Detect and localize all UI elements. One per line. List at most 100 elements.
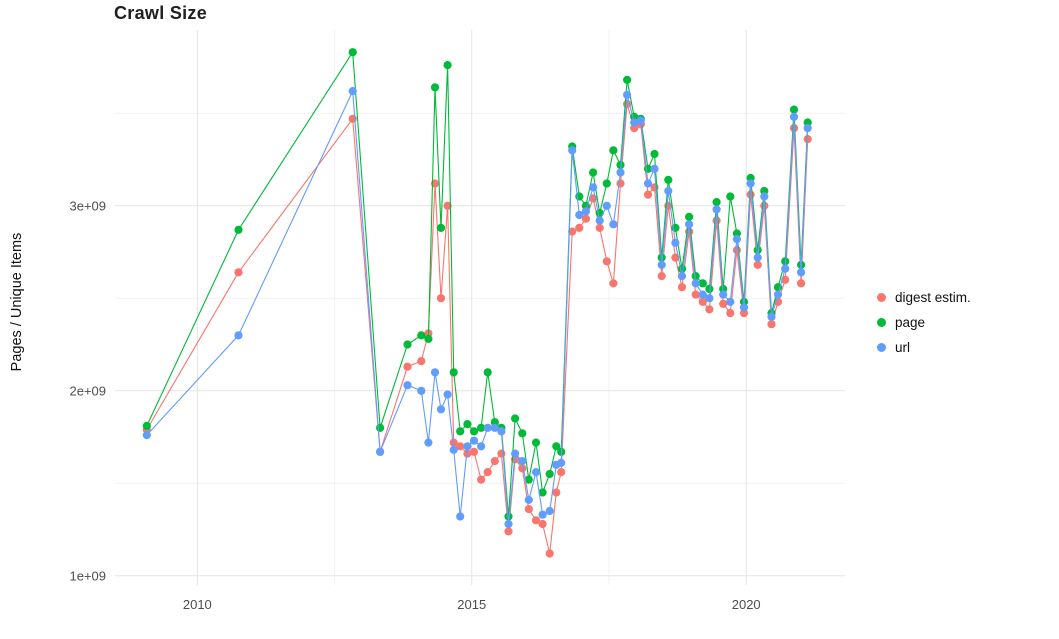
data-point-digest <box>767 320 776 329</box>
data-point-digest <box>436 294 446 303</box>
data-point-digest <box>449 438 458 447</box>
data-point-url <box>443 390 452 399</box>
data-point-page <box>469 427 479 436</box>
data-point-url <box>797 268 806 277</box>
data-point-url <box>545 506 554 516</box>
data-point-page <box>616 160 625 170</box>
data-point-digest <box>753 260 762 269</box>
data-point-page <box>538 488 547 497</box>
data-point-digest <box>726 309 735 318</box>
data-point-url <box>142 431 151 440</box>
data-point-url <box>504 519 513 529</box>
data-point-page <box>376 423 385 432</box>
x-tick-label: 2015 <box>457 597 486 612</box>
data-point-url <box>575 210 584 220</box>
data-point-url <box>469 436 479 445</box>
data-point-url <box>602 201 611 210</box>
data-point-page <box>677 264 687 273</box>
data-point-digest <box>609 279 618 288</box>
data-point-url <box>753 253 762 262</box>
data-point-url <box>417 386 426 395</box>
data-point-url <box>595 216 604 225</box>
data-point-url <box>623 90 632 99</box>
x-tick-label: 2020 <box>732 597 761 612</box>
data-point-digest <box>477 475 486 484</box>
data-point-digest <box>463 449 472 458</box>
data-point-page <box>595 209 604 218</box>
data-point-digest <box>797 279 806 288</box>
data-point-page <box>552 442 561 451</box>
data-point-url <box>685 220 694 229</box>
data-point-url <box>677 272 687 281</box>
data-point-page <box>449 368 458 377</box>
data-point-digest <box>677 283 687 292</box>
series-line-digest <box>146 103 809 554</box>
data-point-url <box>650 164 659 173</box>
data-point-url <box>630 118 639 127</box>
data-point-url <box>671 238 680 247</box>
data-point-url <box>789 112 799 121</box>
data-point-digest <box>575 223 584 232</box>
data-point-digest <box>657 272 666 281</box>
legend-label-page: page <box>895 315 926 330</box>
data-point-url <box>424 438 433 447</box>
data-point-url <box>524 495 533 504</box>
data-point-url <box>430 368 440 377</box>
data-point-digest <box>456 442 465 451</box>
data-point-digest <box>705 305 714 314</box>
data-point-digest <box>602 257 611 266</box>
data-point-digest <box>443 201 452 210</box>
data-point-url <box>568 146 577 155</box>
data-point-digest <box>490 457 499 466</box>
data-point-url <box>609 220 618 229</box>
data-point-digest <box>643 190 653 199</box>
data-point-digest <box>483 468 492 477</box>
data-point-url <box>403 381 412 390</box>
data-point-page <box>664 175 673 184</box>
legend-item-digest: digest estim. <box>877 290 971 305</box>
data-point-url <box>538 510 547 519</box>
data-point-url <box>698 290 707 299</box>
data-point-page <box>403 340 412 349</box>
data-point-url <box>436 405 446 414</box>
y-tick-label: 1e+09 <box>69 568 106 583</box>
data-point-url <box>581 207 591 216</box>
data-point-url <box>719 290 728 299</box>
data-point-page <box>443 61 452 70</box>
axis-tick-labels: 1e+09 2e+09 3e+09 2010 2015 2020 <box>69 198 760 612</box>
data-point-page <box>504 512 513 521</box>
data-point-digest <box>518 464 527 473</box>
data-point-digest <box>616 179 625 188</box>
data-point-page <box>518 429 527 438</box>
data-point-url <box>803 124 812 133</box>
data-point-url <box>657 260 666 269</box>
data-point-url <box>456 512 465 521</box>
legend-label-url: url <box>895 340 911 355</box>
data-point-digest <box>568 227 577 236</box>
legend-label-digest: digest estim. <box>895 290 971 305</box>
data-point-page <box>456 427 465 436</box>
data-point-digest <box>698 297 707 306</box>
data-point-digest <box>712 216 721 225</box>
data-point-page <box>609 146 618 155</box>
data-point-url <box>739 303 749 312</box>
y-tick-label: 2e+09 <box>69 383 106 398</box>
data-point-url <box>497 427 506 436</box>
data-point-url <box>234 331 243 340</box>
data-point-page <box>545 469 554 479</box>
data-point-page <box>524 475 533 484</box>
data-point-page <box>602 179 611 188</box>
legend-dot-digest-icon <box>877 293 886 302</box>
data-point-page <box>142 421 151 430</box>
gridlines <box>115 30 845 585</box>
data-point-page <box>685 212 694 221</box>
data-point-digest <box>531 516 541 525</box>
data-point-page <box>531 438 541 447</box>
data-point-page <box>705 284 714 294</box>
data-point-url <box>773 290 783 299</box>
data-point-digest <box>403 362 412 371</box>
data-point-digest <box>557 468 566 477</box>
data-point-page <box>417 331 426 340</box>
data-point-page <box>234 225 243 234</box>
